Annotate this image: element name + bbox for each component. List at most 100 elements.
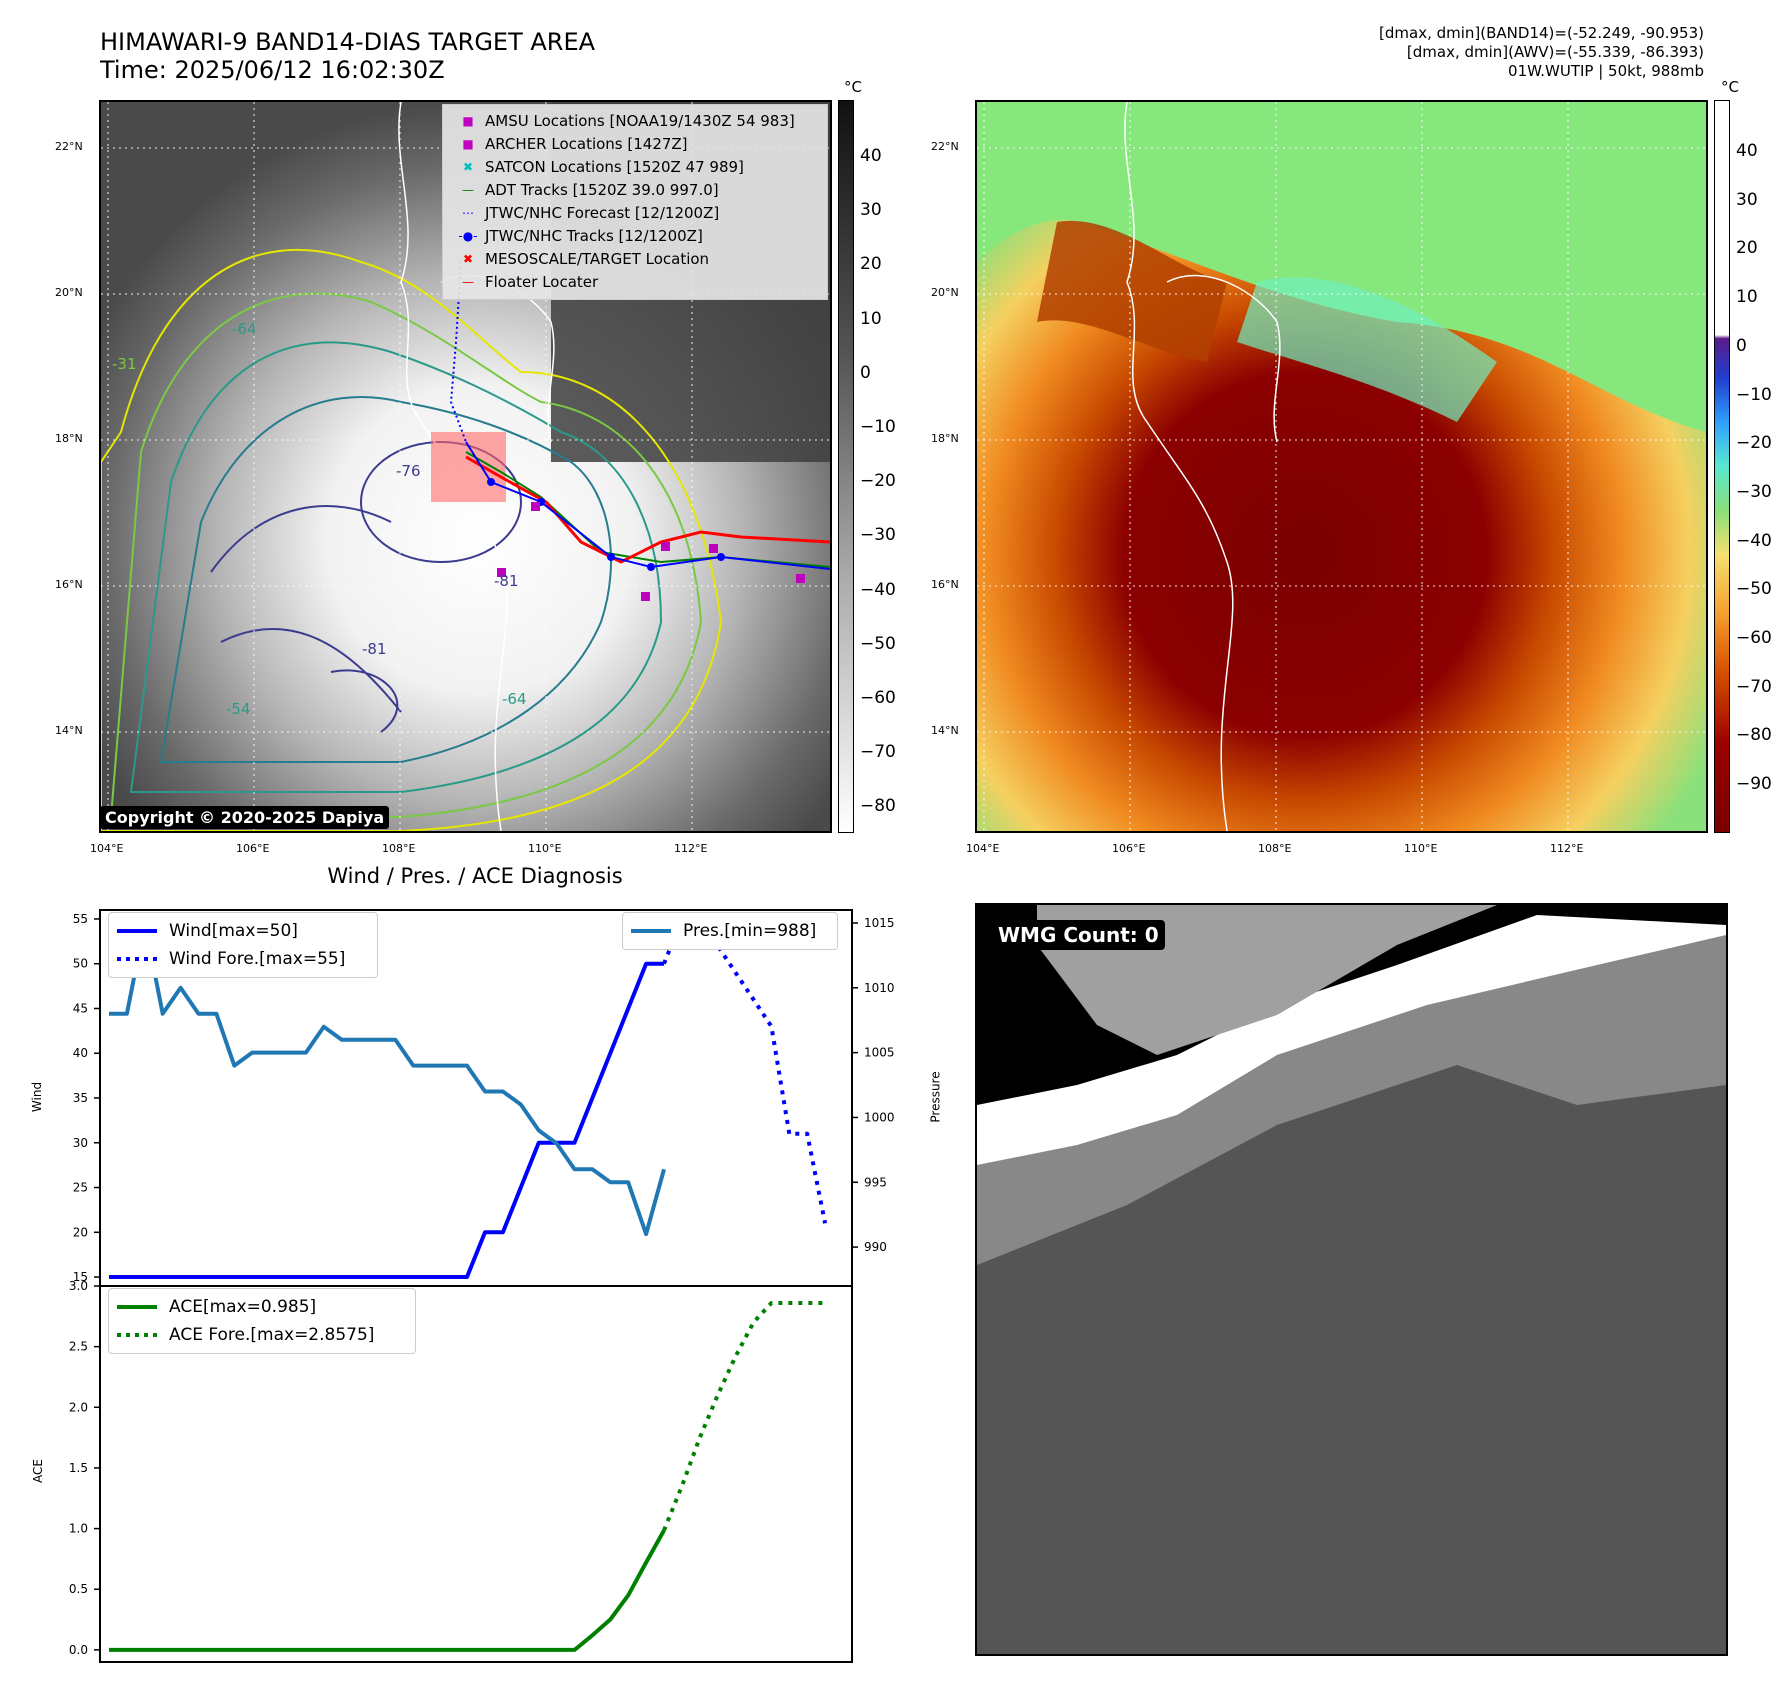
awv-map-image [977,102,1706,831]
wind-tick-label: 50 [73,957,88,971]
lon-label: 110°E [1404,842,1438,855]
colorbar-tick-left: 20 [860,254,882,275]
pressure-series-line [109,921,666,1237]
legend-label: ADT Tracks [1520Z 39.0 997.0] [485,180,719,199]
colorbar-tick-left: −50 [860,633,896,654]
title-line-1: HIMAWARI-9 BAND14-DIAS TARGET AREA [100,28,596,56]
colorbar-tick-right: −30 [1736,481,1772,502]
wind-tick-label: 30 [73,1136,88,1150]
legend-item-floater: — Floater Locater [451,270,819,293]
lat-label: 16°N [55,578,83,591]
wmg-panel [975,903,1728,1656]
colorbar-tick-right: 30 [1736,189,1758,210]
legend-item-mesoscale: ✖ MESOSCALE/TARGET Location [451,247,819,270]
wmg-image [977,905,1726,1654]
colorbar-tick-left: −60 [860,688,896,708]
ace-tick-label: 3.0 [69,1279,88,1293]
pressure-legend: Pres.[min=988] [622,912,838,950]
lon-label: 112°E [674,842,708,855]
legend-pres-label: Pres.[min=988] [683,921,817,941]
contour-label: -54 [226,700,251,718]
lat-label: 20°N [931,286,959,299]
pressure-tick-label: 1005 [864,1046,895,1060]
lat-label: 14°N [55,724,83,737]
square-marker-icon: ■ [462,136,474,151]
colorbar-tick-right: 20 [1736,238,1758,259]
colorbar-tick-right: 40 [1736,141,1758,161]
dotted-line-icon [117,1333,157,1337]
legend-wind-fore: Wind Fore.[max=55] [117,945,369,973]
dotted-line-icon [117,957,157,961]
lat-label: 22°N [55,140,83,153]
ace-tick-label: 0.0 [69,1643,88,1657]
colorbar-tick-left: 0 [860,362,871,383]
wmg-count-badge: WMG Count: 0 [992,920,1165,950]
awv-map-panel [975,100,1708,833]
legend-label: MESOSCALE/TARGET Location [485,249,710,268]
legend-ace: ACE[max=0.985] [117,1293,407,1321]
colorbar-unit-left: °C [844,78,862,96]
colorbar-tick-right: −10 [1736,384,1772,405]
legend-item-archer: ■ ARCHER Locations [1427Z] [451,132,819,155]
legend-item-jtwc-tracks: -●- JTWC/NHC Tracks [12/1200Z] [451,224,819,247]
legend-label: SATCON Locations [1520Z 47 989] [485,157,744,176]
colorbar-tick-right: −20 [1736,433,1772,454]
map-legend: ■ AMSU Locations [NOAA19/1430Z 54 983] ■ A… [442,104,828,300]
ace-tick-label: 1.0 [69,1522,88,1536]
colorbar-tick-left: −80 [860,796,896,817]
x-marker-icon: ✖ [462,251,474,266]
awv-range: [dmax, dmin](AWV)=(-55.339, -86.393) [1406,43,1704,61]
legend-label: AMSU Locations [NOAA19/1430Z 54 983] [485,111,795,130]
legend-label: JTWC/NHC Forecast [12/1200Z] [485,203,720,222]
lon-label: 108°E [382,842,416,855]
legend-item-jtwc-forecast: ⋯ JTWC/NHC Forecast [12/1200Z] [451,201,819,224]
ace-legend: ACE[max=0.985] ACE Fore.[max=2.8575] [108,1288,416,1354]
lat-label: 18°N [931,432,959,445]
contour-label: -31 [112,355,137,373]
lon-label: 104°E [90,842,124,855]
colorbar-tick-right: −50 [1736,579,1772,600]
ace-tick-label: 0.5 [69,1582,88,1596]
diagnosis-title: Wind / Pres. / ACE Diagnosis [327,864,623,888]
legend-ace-label: ACE[max=0.985] [169,1297,317,1317]
main-title: HIMAWARI-9 BAND14-DIAS TARGET AREA Time:… [100,28,595,84]
legend-wind-label: Wind[max=50] [169,921,298,941]
solid-line-icon [117,929,157,933]
ace-tick-label: 1.5 [69,1461,88,1475]
band14-range: [dmax, dmin](BAND14)=(-52.249, -90.953) [1379,24,1704,42]
ace-forecast-series-line [662,1301,826,1532]
colorbar-tick-left: −10 [860,417,896,437]
solid-line-icon [631,929,671,933]
colorbar-right [1714,100,1730,833]
contour-label: -64 [502,690,527,708]
colorbar-left [838,100,854,833]
legend-pres: Pres.[min=988] [631,917,829,945]
colorbar-tick-right: 0 [1736,335,1747,356]
pressure-axis-label: Pressure [928,1071,943,1123]
square-marker-icon: ■ [462,113,474,128]
wind-tick-label: 40 [73,1046,88,1060]
colorbar-tick-left: 40 [860,146,882,166]
legend-label: JTWC/NHC Tracks [12/1200Z] [485,226,703,245]
title-line-2: Time: 2025/06/12 16:02:30Z [100,56,445,84]
legend-ace-fore: ACE Fore.[max=2.8575] [117,1321,407,1349]
ace-series-line [109,1529,666,1652]
colorbar-tick-right: −60 [1736,628,1772,648]
lon-label: 104°E [966,842,1000,855]
legend-label: ARCHER Locations [1427Z] [485,134,688,153]
pressure-tick-label: 1000 [864,1110,895,1124]
wind-legend: Wind[max=50] Wind Fore.[max=55] [108,912,378,978]
lat-label: 14°N [931,724,959,737]
colorbar-tick-right: −90 [1736,774,1772,795]
lon-label: 106°E [1112,842,1146,855]
colorbar-tick-left: −20 [860,471,896,492]
wind-tick-label: 45 [73,1001,88,1015]
wind-axis-label: Wind [30,1081,45,1113]
lat-label: 16°N [931,578,959,591]
colorbar-tick-right: 10 [1736,287,1758,308]
colorbar-tick-right: −80 [1736,725,1772,746]
ace-tick-label: 2.0 [69,1400,88,1414]
colorbar-tick-left: 30 [860,200,882,221]
copyright-badge: Copyright © 2020-2025 Dapiya [100,806,390,829]
ace-tick-label: 2.5 [69,1340,88,1354]
